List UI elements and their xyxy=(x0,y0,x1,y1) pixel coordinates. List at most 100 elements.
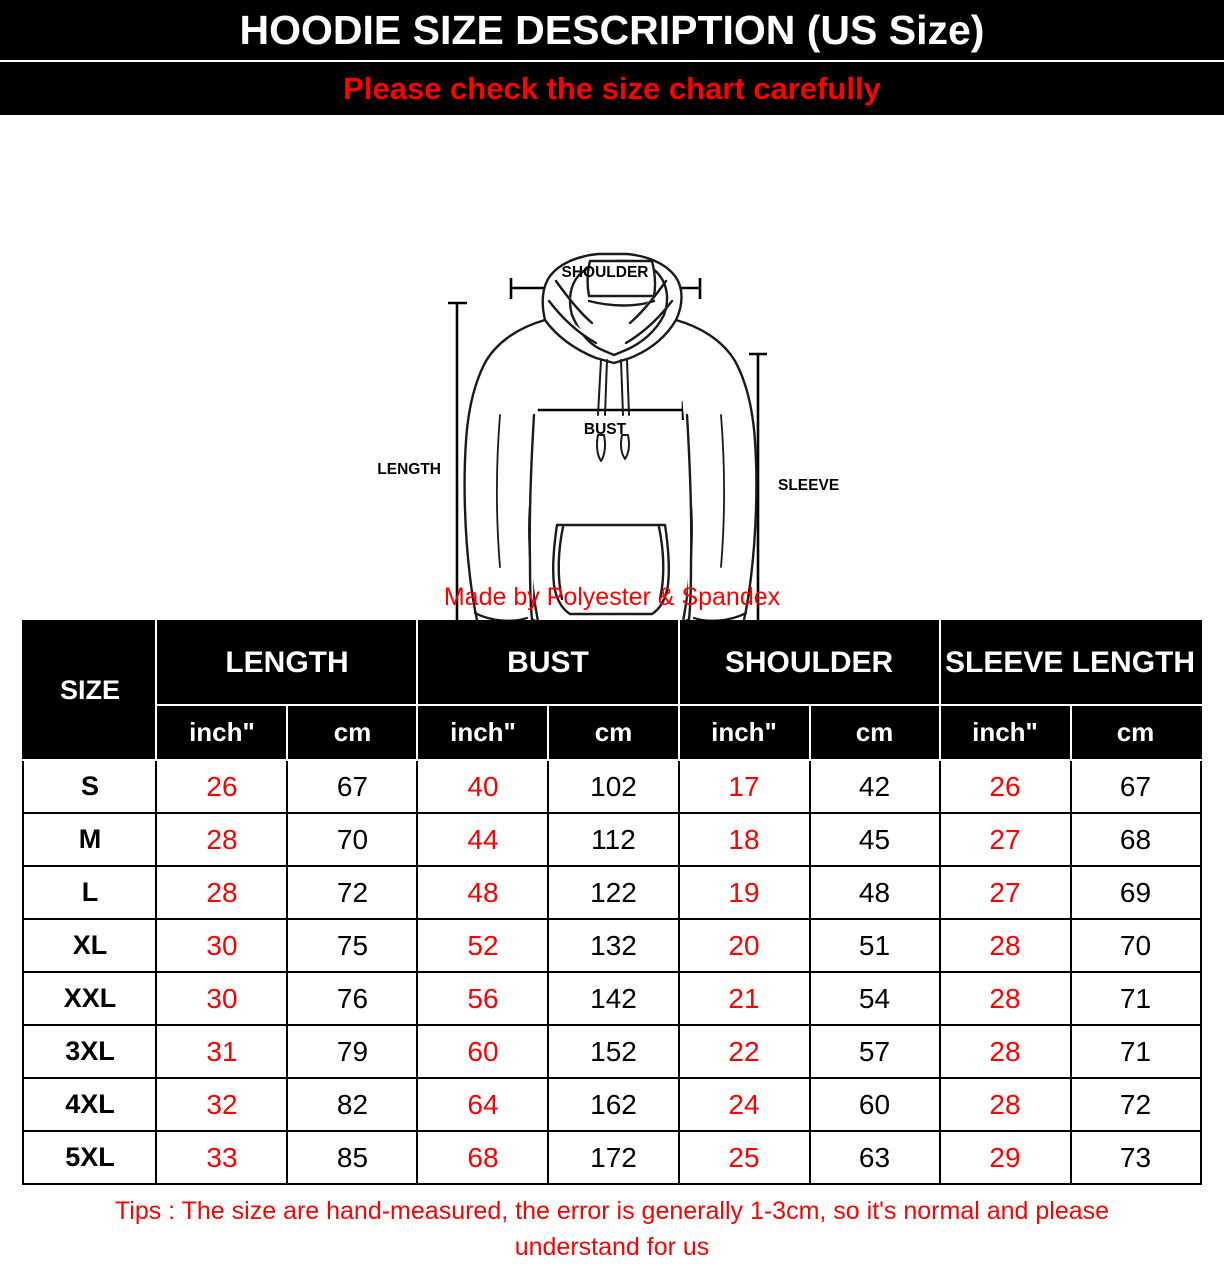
value-cell-cm: 102 xyxy=(547,759,680,814)
hoodie-illustration xyxy=(463,252,758,620)
value-cell-inch: 28 xyxy=(155,812,289,867)
table-row: L 28 72 48 122 19 48 27 69 xyxy=(22,865,1202,920)
value-cell-inch: 28 xyxy=(938,918,1072,973)
value-cell-cm: 132 xyxy=(547,918,680,973)
unit-header-bust-inch: inch" xyxy=(416,704,550,761)
value-cell-inch: 30 xyxy=(155,971,289,1026)
table-row: M 28 70 44 112 18 45 27 68 xyxy=(22,812,1202,867)
value-cell-inch: 28 xyxy=(938,971,1072,1026)
header-banner: HOODIE SIZE DESCRIPTION (US Size) Please… xyxy=(0,0,1224,115)
value-cell-inch: 25 xyxy=(677,1130,811,1185)
unit-header-bust-cm: cm xyxy=(547,704,680,761)
unit-header-length-inch: inch" xyxy=(155,704,289,761)
value-cell-cm: 75 xyxy=(286,918,419,973)
value-cell-cm: 72 xyxy=(286,865,419,920)
tips-note: Tips : The size are hand-measured, the e… xyxy=(0,1185,1224,1266)
value-cell-cm: 72 xyxy=(1069,1077,1202,1132)
table-row: XXL 30 76 56 142 21 54 28 71 xyxy=(22,971,1202,1026)
table-row: S 26 67 40 102 17 42 26 67 xyxy=(22,759,1202,814)
material-note: Made by Polyester & Spandex xyxy=(443,583,781,611)
value-cell-inch: 24 xyxy=(677,1077,811,1132)
sleeve-dimension-line xyxy=(749,352,767,620)
value-cell-cm: 54 xyxy=(808,971,941,1026)
value-cell-cm: 69 xyxy=(1069,865,1202,920)
value-cell-cm: 122 xyxy=(547,865,680,920)
table-row: 5XL 33 85 68 172 25 63 29 73 xyxy=(22,1130,1202,1185)
unit-header-sleeve-cm: cm xyxy=(1069,704,1202,761)
bust-label: BUST xyxy=(584,421,627,438)
table-row: 4XL 32 82 64 162 24 60 28 72 xyxy=(22,1077,1202,1132)
value-cell-inch: 17 xyxy=(677,759,811,814)
length-label: LENGTH xyxy=(377,461,441,478)
size-cell: M xyxy=(22,812,158,867)
value-cell-cm: 172 xyxy=(547,1130,680,1185)
hoodie-measurement-diagram: SHOULDER BUST LENGTH SLEEVE xyxy=(377,252,839,620)
value-cell-inch: 32 xyxy=(155,1077,289,1132)
table-row: XL 30 75 52 132 20 51 28 70 xyxy=(22,918,1202,973)
value-cell-inch: 19 xyxy=(677,865,811,920)
value-cell-inch: 21 xyxy=(677,971,811,1026)
value-cell-cm: 82 xyxy=(286,1077,419,1132)
value-cell-cm: 45 xyxy=(808,812,941,867)
value-cell-inch: 68 xyxy=(416,1130,550,1185)
value-cell-cm: 71 xyxy=(1069,1024,1202,1079)
table-header: SIZE LENGTH BUST SHOULDER SLEEVE LENGTH … xyxy=(22,620,1202,761)
column-header-length: LENGTH xyxy=(155,620,419,706)
value-cell-cm: 70 xyxy=(1069,918,1202,973)
value-cell-inch: 18 xyxy=(677,812,811,867)
size-cell: 5XL xyxy=(22,1130,158,1185)
value-cell-cm: 152 xyxy=(547,1024,680,1079)
unit-header-length-cm: cm xyxy=(286,704,419,761)
value-cell-inch: 20 xyxy=(677,918,811,973)
length-dimension-line xyxy=(448,301,467,620)
banner-subtitle: Please check the size chart carefully xyxy=(343,71,881,106)
table-body: S 26 67 40 102 17 42 26 67 M 28 70 44 112 18 45 27 68 L 28 7… xyxy=(22,759,1202,1185)
value-cell-inch: 30 xyxy=(155,918,289,973)
value-cell-inch: 28 xyxy=(155,865,289,920)
hoodie-diagram-area: SHOULDER BUST LENGTH SLEEVE Made by Poly… xyxy=(0,115,1224,620)
value-cell-cm: 85 xyxy=(286,1130,419,1185)
value-cell-cm: 70 xyxy=(286,812,419,867)
value-cell-cm: 42 xyxy=(808,759,941,814)
value-cell-inch: 40 xyxy=(416,759,550,814)
sleeve-label: SLEEVE xyxy=(778,477,839,494)
size-chart-table: SIZE LENGTH BUST SHOULDER SLEEVE LENGTH … xyxy=(22,620,1202,1185)
value-cell-inch: 44 xyxy=(416,812,550,867)
column-header-shoulder: SHOULDER xyxy=(677,620,941,706)
value-cell-cm: 71 xyxy=(1069,971,1202,1026)
value-cell-inch: 26 xyxy=(938,759,1072,814)
tips-line-1: Tips : The size are hand-measured, the e… xyxy=(114,1197,1110,1225)
value-cell-inch: 28 xyxy=(938,1077,1072,1132)
column-header-size: SIZE xyxy=(22,620,158,761)
size-cell: 3XL xyxy=(22,1024,158,1079)
value-cell-cm: 142 xyxy=(547,971,680,1026)
value-cell-inch: 27 xyxy=(938,865,1072,920)
shoulder-label: SHOULDER xyxy=(562,264,649,281)
value-cell-inch: 28 xyxy=(938,1024,1072,1079)
size-cell: S xyxy=(22,759,158,814)
value-cell-inch: 48 xyxy=(416,865,550,920)
size-cell: 4XL xyxy=(22,1077,158,1132)
value-cell-inch: 33 xyxy=(155,1130,289,1185)
value-cell-cm: 60 xyxy=(808,1077,941,1132)
value-cell-cm: 57 xyxy=(808,1024,941,1079)
value-cell-cm: 63 xyxy=(808,1130,941,1185)
table-header-row-units: inch" cm inch" cm inch" cm inch" cm xyxy=(23,704,1202,761)
value-cell-cm: 67 xyxy=(1069,759,1202,814)
value-cell-cm: 67 xyxy=(286,759,419,814)
value-cell-cm: 76 xyxy=(286,971,419,1026)
value-cell-inch: 26 xyxy=(155,759,289,814)
size-table-area: SIZE LENGTH BUST SHOULDER SLEEVE LENGTH … xyxy=(0,620,1224,1185)
value-cell-cm: 68 xyxy=(1069,812,1202,867)
unit-header-shoulder-inch: inch" xyxy=(677,704,811,761)
size-cell: XXL xyxy=(22,971,158,1026)
value-cell-inch: 22 xyxy=(677,1024,811,1079)
value-cell-inch: 27 xyxy=(938,812,1072,867)
size-cell: L xyxy=(22,865,158,920)
table-row: 3XL 31 79 60 152 22 57 28 71 xyxy=(22,1024,1202,1079)
unit-header-shoulder-cm: cm xyxy=(808,704,941,761)
column-header-sleeve-length: SLEEVE LENGTH xyxy=(938,620,1202,706)
table-header-row-groups: SIZE LENGTH BUST SHOULDER SLEEVE LENGTH xyxy=(22,620,1202,761)
page-title: HOODIE SIZE DESCRIPTION (US Size) xyxy=(0,0,1224,62)
value-cell-inch: 52 xyxy=(416,918,550,973)
